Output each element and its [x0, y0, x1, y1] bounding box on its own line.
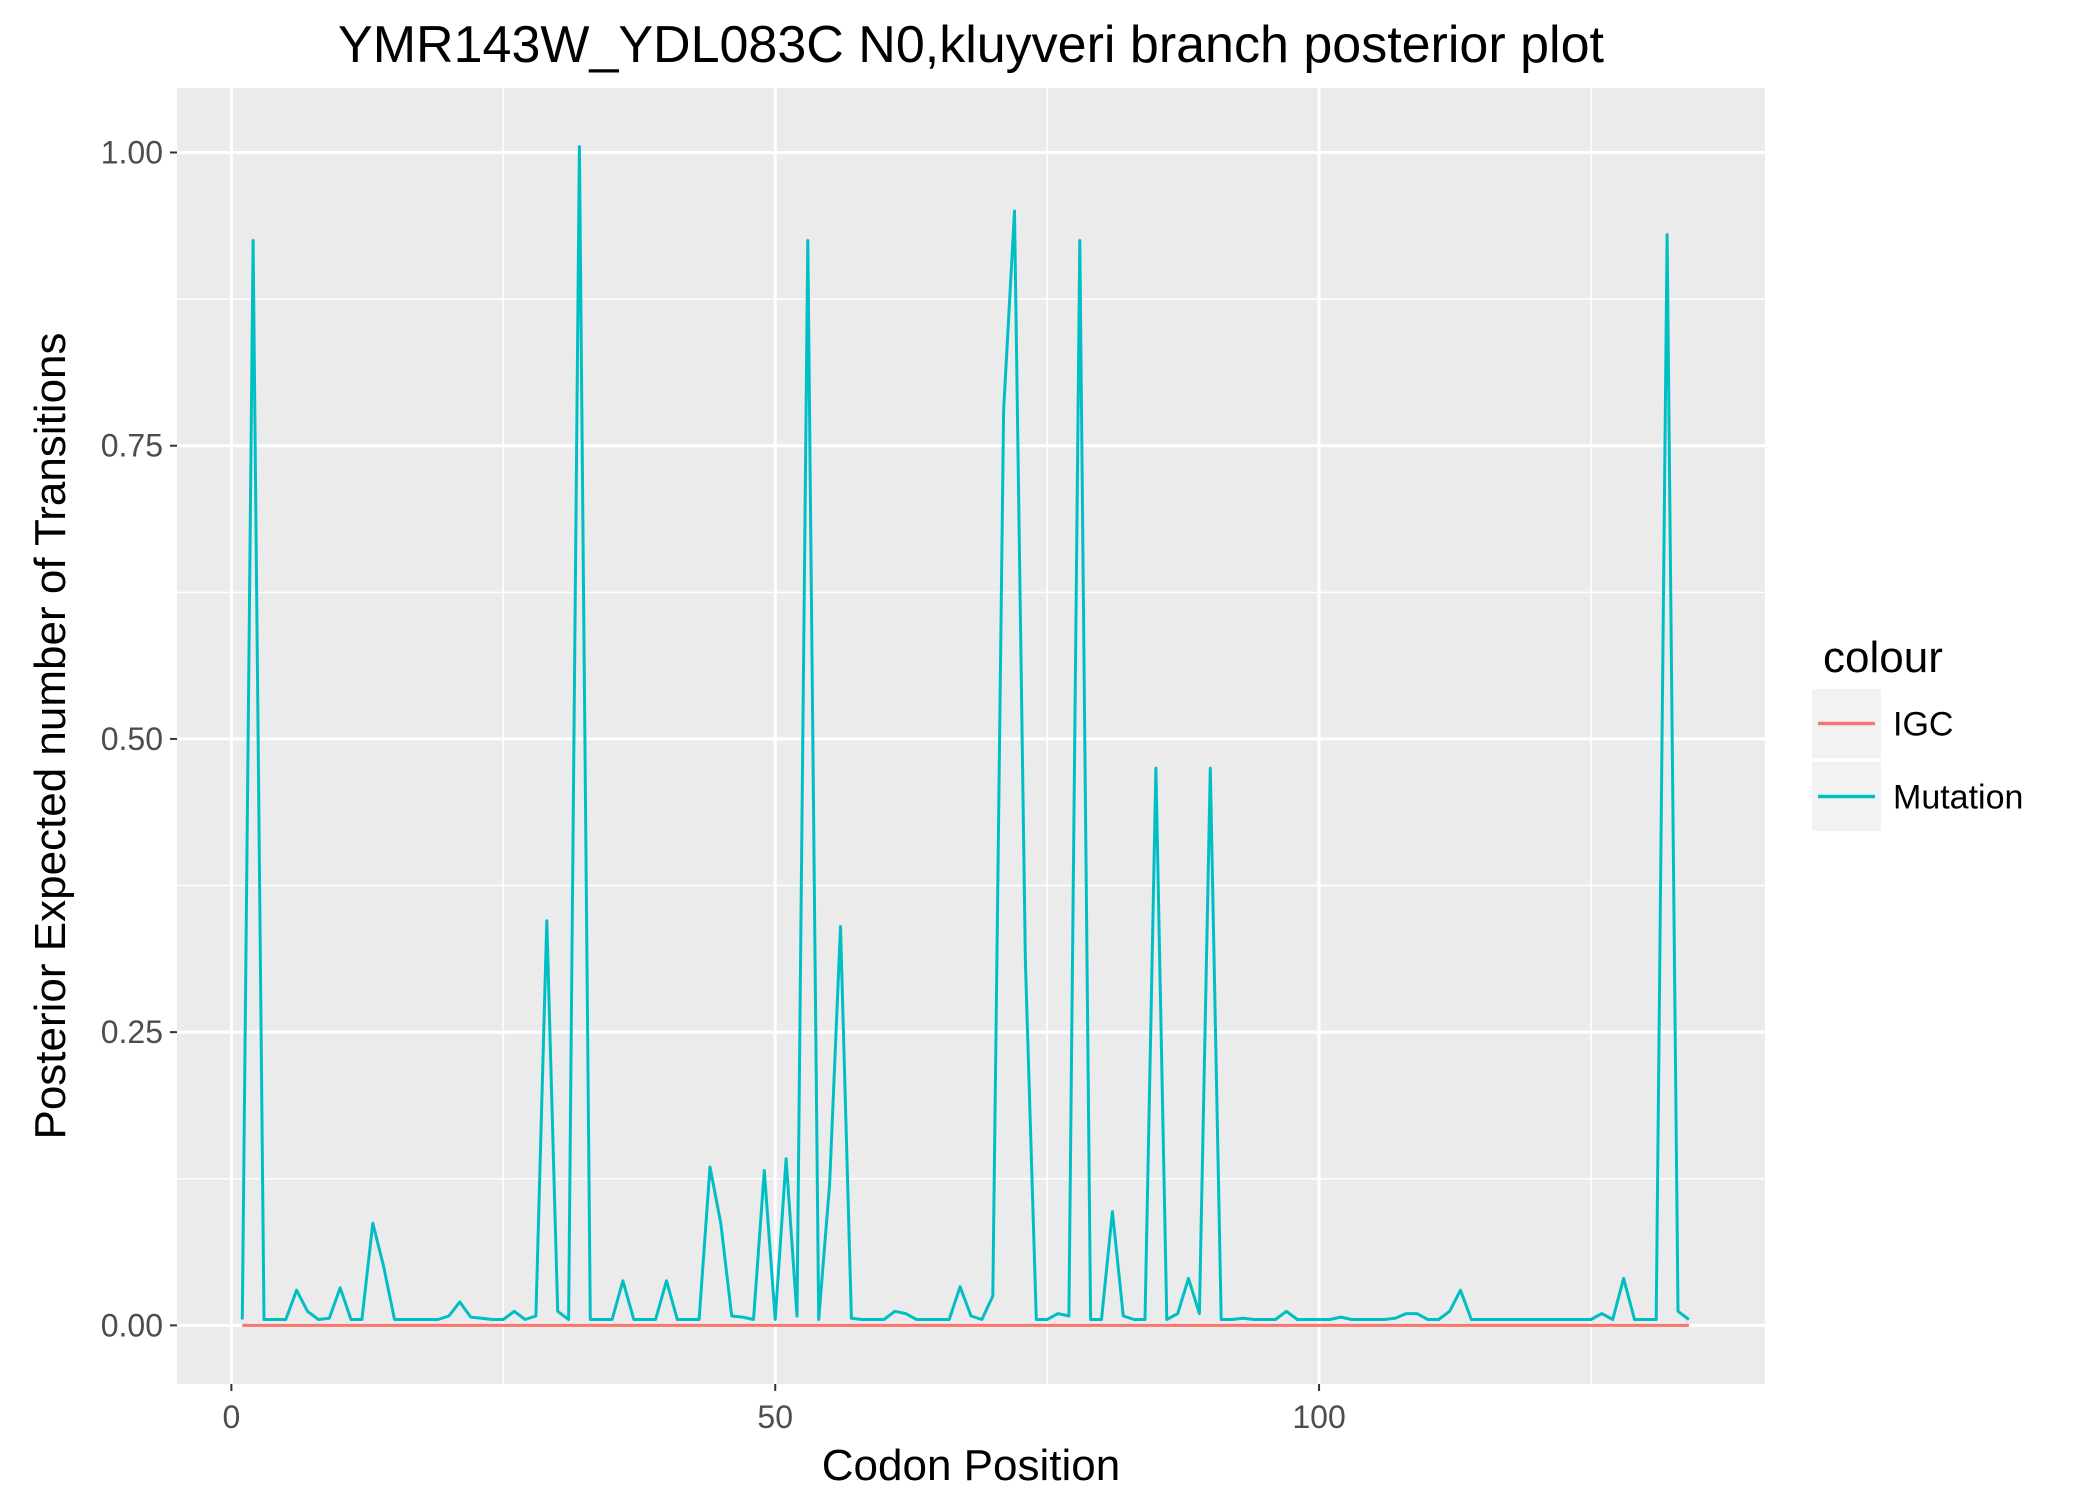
- y-tick-label: 0.75: [101, 428, 163, 464]
- legend-title: colour: [1823, 633, 1943, 682]
- x-axis: 0 50 100: [222, 1384, 1346, 1435]
- y-axis-title: Posterior Expected number of Transitions: [26, 332, 75, 1139]
- y-tick-label: 1.00: [101, 135, 163, 171]
- chart-title: YMR143W_YDL083C N0,kluyveri branch poste…: [338, 16, 1604, 74]
- x-axis-title: Codon Position: [822, 1441, 1120, 1490]
- x-tick-label: 0: [222, 1399, 240, 1435]
- legend-label: Mutation: [1893, 779, 2023, 817]
- x-tick-label: 50: [757, 1399, 793, 1435]
- minor-gridlines: [177, 88, 1765, 1384]
- legend-label: IGC: [1893, 706, 1953, 744]
- y-tick-label: 0.50: [101, 721, 163, 757]
- plot-panel: [177, 88, 1765, 1384]
- series-layer: [240, 145, 1690, 1327]
- x-tick-label: 100: [1292, 1399, 1345, 1435]
- legend: colour IGC Mutation: [1812, 633, 2023, 831]
- series-line-mutation: [240, 145, 1690, 1321]
- y-axis: 0.00 0.25 0.50 0.75 1.00: [101, 135, 177, 1343]
- y-tick-label: 0.25: [101, 1014, 163, 1050]
- y-tick-label: 0.00: [101, 1307, 163, 1343]
